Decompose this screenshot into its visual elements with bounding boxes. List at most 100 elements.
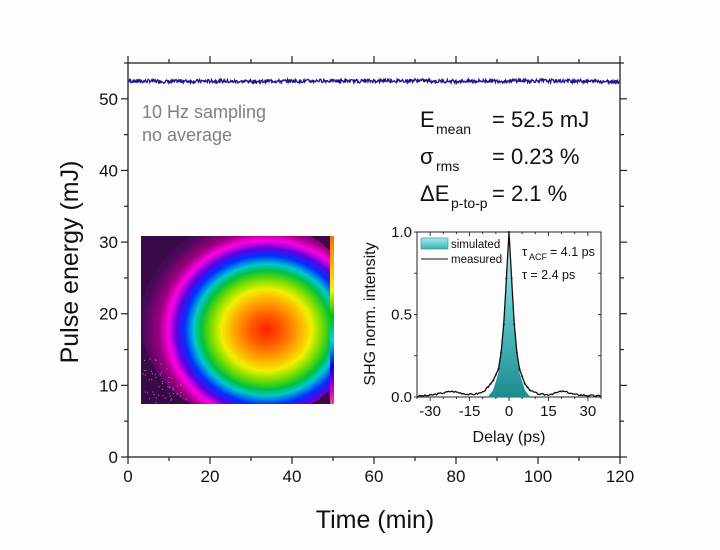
- measured-marker: [523, 382, 526, 385]
- inset-x-axis-label: Delay (ps): [473, 429, 546, 446]
- measured-marker: [518, 367, 521, 370]
- noise-pixel: [162, 383, 163, 384]
- noise-pixel: [155, 376, 157, 378]
- noise-pixel: [169, 395, 171, 397]
- measured-marker: [515, 351, 518, 354]
- noise-pixel: [172, 393, 174, 394]
- x-tick-label: 80: [447, 467, 466, 486]
- beam-profile-colorbar: [330, 236, 334, 404]
- noise-pixel: [168, 382, 170, 383]
- noise-pixel: [144, 374, 146, 376]
- measured-marker: [489, 382, 492, 385]
- noise-pixel: [149, 358, 151, 360]
- y-tick-label: 40: [99, 161, 118, 180]
- noise-pixel: [143, 370, 145, 372]
- beam-profile-noise: [142, 358, 187, 404]
- beam-profile-spot: [141, 236, 330, 404]
- noise-pixel: [172, 387, 174, 389]
- main-x-ticks: 0 20 40 60 80 100 120: [123, 56, 634, 486]
- noise-pixel: [176, 394, 178, 396]
- noise-pixel: [158, 394, 160, 396]
- noise-pixel: [172, 389, 174, 391]
- stat-mean: E mean = 52.5 mJ: [420, 107, 589, 137]
- x-tick-label: 0: [123, 467, 132, 486]
- inset-y-tick-label: 0.0: [391, 389, 412, 406]
- inset-x-tick-label: 15: [540, 403, 557, 420]
- noise-pixel: [155, 402, 157, 404]
- noise-pixel: [171, 398, 173, 400]
- x-tick-label: 100: [524, 467, 552, 486]
- noise-pixel: [180, 392, 182, 393]
- stat-p-to-p: ΔE p-to-p = 2.1 %: [420, 181, 567, 211]
- measured-marker: [510, 277, 513, 280]
- noise-pixel: [154, 373, 156, 375]
- inset-x-tick-label: -15: [459, 403, 481, 420]
- tau-acf-sub: ACF: [529, 252, 548, 262]
- noise-pixel: [164, 397, 166, 399]
- sampling-annotation-line1: 10 Hz sampling: [142, 102, 266, 122]
- noise-pixel: [166, 368, 168, 370]
- inset-x-tick-label: 30: [580, 403, 597, 420]
- noise-pixel: [152, 391, 154, 393]
- noise-pixel: [169, 387, 171, 389]
- measured-marker: [497, 367, 500, 370]
- noise-pixel: [150, 370, 152, 372]
- stat-mean-sub: mean: [436, 121, 471, 137]
- noise-pixel: [170, 377, 172, 379]
- y-tick-label: 20: [99, 305, 118, 324]
- noise-pixel: [168, 386, 170, 388]
- noise-pixel: [160, 363, 162, 365]
- noise-pixel: [148, 398, 150, 400]
- tau-acf-symbol: τ: [522, 244, 528, 259]
- tau-value: τ = 2.4 ps: [522, 268, 575, 282]
- inset-y-tick-label: 0.5: [391, 307, 412, 324]
- measured-marker: [502, 323, 505, 326]
- measured-marker: [529, 389, 532, 392]
- noise-pixel: [142, 373, 144, 375]
- stat-mean-symbol: E: [420, 107, 435, 132]
- noise-pixel: [170, 399, 172, 401]
- legend-label-measured: measured: [451, 254, 502, 266]
- measured-marker: [486, 386, 489, 389]
- measured-marker: [505, 277, 508, 280]
- x-axis-label: Time (min): [316, 506, 435, 534]
- inset-y-axis-label: SHG norm. intensity: [362, 242, 379, 385]
- x-tick-label: 40: [283, 467, 302, 486]
- noise-pixel: [145, 391, 146, 393]
- measured-marker: [526, 386, 529, 389]
- noise-pixel: [159, 374, 161, 376]
- noise-pixel: [158, 386, 160, 388]
- y-tick-label: 10: [99, 376, 118, 395]
- noise-pixel: [153, 394, 155, 395]
- legend-label-simulated: simulated: [451, 239, 500, 251]
- stat-ptp-value: = 2.1 %: [492, 181, 567, 206]
- noise-pixel: [180, 384, 182, 386]
- noise-pixel: [161, 381, 163, 382]
- noise-pixel: [155, 397, 157, 399]
- measured-marker: [494, 373, 497, 376]
- main-y-ticks: 0 10 20 30 40 50: [99, 62, 627, 467]
- legend-swatch-simulated: [420, 237, 449, 250]
- noise-pixel: [145, 369, 147, 371]
- tau-acf-value: = 4.1 ps: [550, 245, 595, 259]
- y-tick-label: 50: [99, 90, 118, 109]
- stat-ptp-sub: p-to-p: [451, 195, 488, 211]
- noise-pixel: [167, 386, 169, 388]
- sampling-annotation-line2: no average: [142, 125, 232, 145]
- stat-rms-symbol: σ: [420, 144, 434, 169]
- noise-pixel: [155, 360, 157, 361]
- y-tick-label: 30: [99, 233, 118, 252]
- inset-y-ticks: 0.0 0.5 1.0: [391, 224, 601, 406]
- series-line-pulse-energy: [127, 76, 621, 86]
- noise-pixel: [162, 388, 164, 390]
- measured-marker: [513, 323, 516, 326]
- noise-pixel: [143, 359, 145, 361]
- inset-legend: simulated measured: [420, 237, 502, 266]
- stat-mean-value: = 52.5 mJ: [492, 107, 589, 132]
- x-tick-label: 120: [606, 467, 634, 486]
- noise-pixel: [185, 398, 187, 400]
- inset-x-tick-label: 0: [505, 403, 513, 420]
- y-axis-label: Pulse energy (mJ): [56, 161, 84, 364]
- noise-pixel: [148, 379, 150, 381]
